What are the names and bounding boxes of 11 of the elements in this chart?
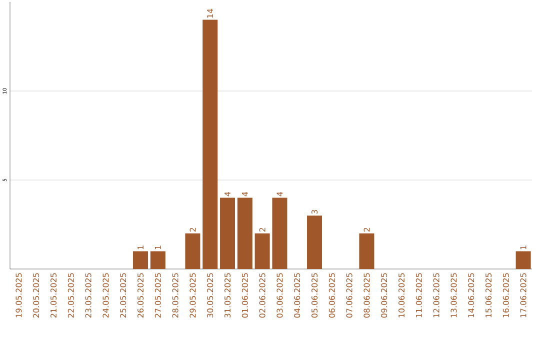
bar	[516, 251, 531, 269]
bar	[237, 198, 252, 269]
bar	[202, 20, 218, 269]
bar	[185, 233, 200, 269]
bar	[133, 251, 148, 269]
bar	[272, 198, 288, 269]
bar	[150, 251, 166, 269]
bar	[220, 198, 236, 269]
bar	[307, 216, 322, 269]
bar	[254, 233, 270, 269]
bar	[359, 233, 374, 269]
